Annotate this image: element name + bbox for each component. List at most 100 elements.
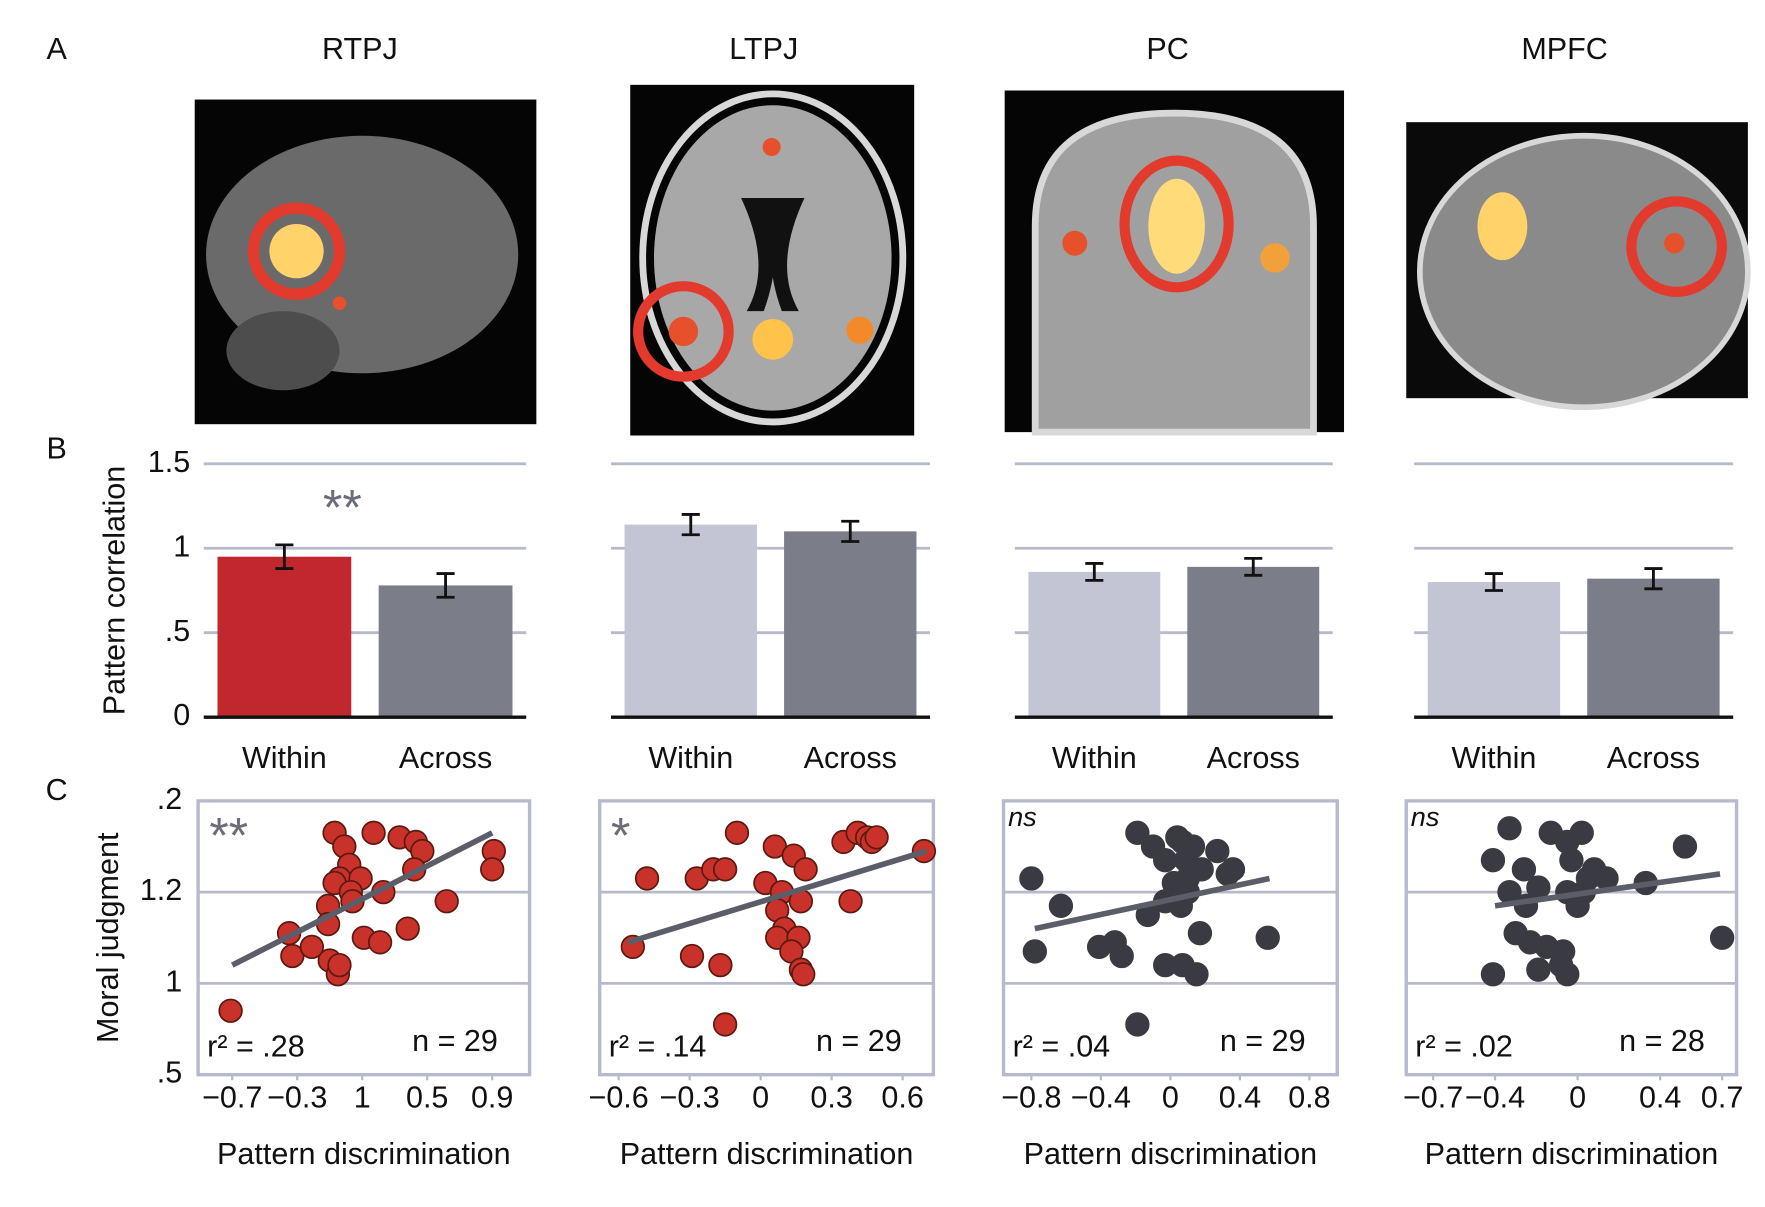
- x-tick-label: 0.5: [406, 1081, 448, 1115]
- point: [1511, 857, 1537, 882]
- x-tick-label: Within: [648, 741, 733, 775]
- error-bar: [1484, 572, 1503, 592]
- point: [1019, 866, 1044, 891]
- activation: [1664, 233, 1685, 254]
- bar: [217, 556, 352, 718]
- point: [712, 857, 738, 882]
- bar: [624, 524, 757, 718]
- x-tick-label: −0.3: [267, 1081, 327, 1115]
- x-tick-label: Across: [399, 741, 492, 775]
- point: [1480, 848, 1506, 873]
- x-tick-label: 0.8: [1288, 1081, 1330, 1115]
- point: [1175, 866, 1200, 891]
- roi-circle: [1119, 155, 1234, 293]
- y-tick-label: 1: [173, 529, 190, 563]
- point: [838, 889, 863, 914]
- x-tick-label: 0: [1569, 1081, 1586, 1115]
- ventricles: [741, 197, 805, 312]
- point: [679, 943, 705, 969]
- point: [1187, 921, 1213, 946]
- y-tick-label: .5: [157, 1056, 182, 1090]
- point: [712, 1012, 738, 1037]
- y-tick-label: .5: [165, 614, 190, 648]
- r2-annotation: r² = .14: [609, 1030, 707, 1064]
- x-tick-label: −0.7: [202, 1081, 262, 1115]
- error-bar: [275, 543, 294, 570]
- point: [1569, 820, 1594, 845]
- point: [1153, 848, 1178, 873]
- x-tick-label: 0: [1162, 1081, 1179, 1115]
- point: [708, 952, 733, 978]
- error-bar: [841, 519, 860, 543]
- point: [793, 857, 818, 882]
- y-tick-label: 0: [173, 698, 190, 732]
- point: [634, 866, 660, 891]
- bar: [1028, 571, 1161, 718]
- y-axis-label: Moral judgment: [91, 832, 125, 1043]
- x-tick-label: −0.4: [1071, 1081, 1131, 1115]
- x-tick-label: Across: [804, 741, 897, 775]
- point: [327, 952, 352, 978]
- point: [1709, 925, 1735, 950]
- x-tick-label: Across: [1607, 741, 1700, 775]
- point: [1559, 848, 1584, 873]
- panel-label: A: [47, 32, 68, 66]
- point: [1220, 857, 1246, 882]
- x-tick-label: 0: [752, 1081, 769, 1115]
- point: [1497, 816, 1522, 841]
- point: [361, 820, 386, 845]
- panel-title: MPFC: [1521, 32, 1608, 66]
- x-tick-label: 0.6: [881, 1081, 923, 1115]
- point: [395, 916, 420, 941]
- n-annotation: n = 29: [816, 1024, 902, 1058]
- y-tick-label: 1.2: [140, 873, 182, 907]
- point: [1581, 857, 1607, 882]
- fit-line: [1494, 871, 1721, 909]
- r2-annotation: r² = .02: [1415, 1030, 1513, 1064]
- brain-images: [194, 84, 1751, 436]
- y-tick-label: 1.5: [148, 445, 190, 479]
- fit-line: [1034, 875, 1271, 932]
- activation: [752, 319, 794, 360]
- fit-line: [627, 848, 928, 946]
- point: [1109, 943, 1134, 969]
- n-annotation: n = 28: [1619, 1024, 1705, 1058]
- x-axis-label: Pattern discrimination: [1425, 1137, 1719, 1171]
- panel-title: RTPJ: [322, 32, 398, 66]
- y-axis-label: Pattern correlation: [98, 466, 132, 715]
- plot-frame: [196, 799, 532, 1077]
- error-bar: [1244, 556, 1263, 577]
- panel-title: PC: [1146, 32, 1188, 66]
- x-axis-label: Pattern discrimination: [620, 1137, 914, 1171]
- x-tick-label: Within: [242, 741, 327, 775]
- plot-frame: [1404, 799, 1739, 1077]
- activation: [1148, 178, 1205, 274]
- bar: [784, 531, 917, 718]
- point: [1255, 925, 1280, 950]
- point: [1205, 838, 1230, 864]
- skull: [639, 90, 907, 426]
- point: [1672, 834, 1698, 859]
- x-tick-label: −0.3: [659, 1081, 719, 1115]
- plot-frame: [598, 799, 936, 1077]
- x-tick-label: Across: [1207, 741, 1300, 775]
- x-tick-label: −0.4: [1465, 1081, 1525, 1115]
- activation: [1477, 192, 1528, 261]
- point: [434, 889, 459, 914]
- point: [218, 998, 243, 1023]
- error-bar: [1085, 562, 1104, 582]
- n-annotation: n = 29: [412, 1024, 498, 1058]
- brain-shape: [1416, 132, 1751, 411]
- activation: [668, 316, 699, 347]
- error-bar: [1644, 567, 1663, 591]
- roi-circle: [1626, 196, 1727, 297]
- x-tick-label: 0.4: [1219, 1081, 1261, 1115]
- y-tick-label: 1: [165, 964, 182, 998]
- x-tick-label: −0.8: [1001, 1081, 1061, 1115]
- x-axis-label: Pattern discrimination: [1024, 1137, 1318, 1171]
- error-bar: [681, 513, 700, 537]
- point: [724, 820, 750, 845]
- point: [1184, 962, 1209, 987]
- panel-label: C: [46, 773, 68, 807]
